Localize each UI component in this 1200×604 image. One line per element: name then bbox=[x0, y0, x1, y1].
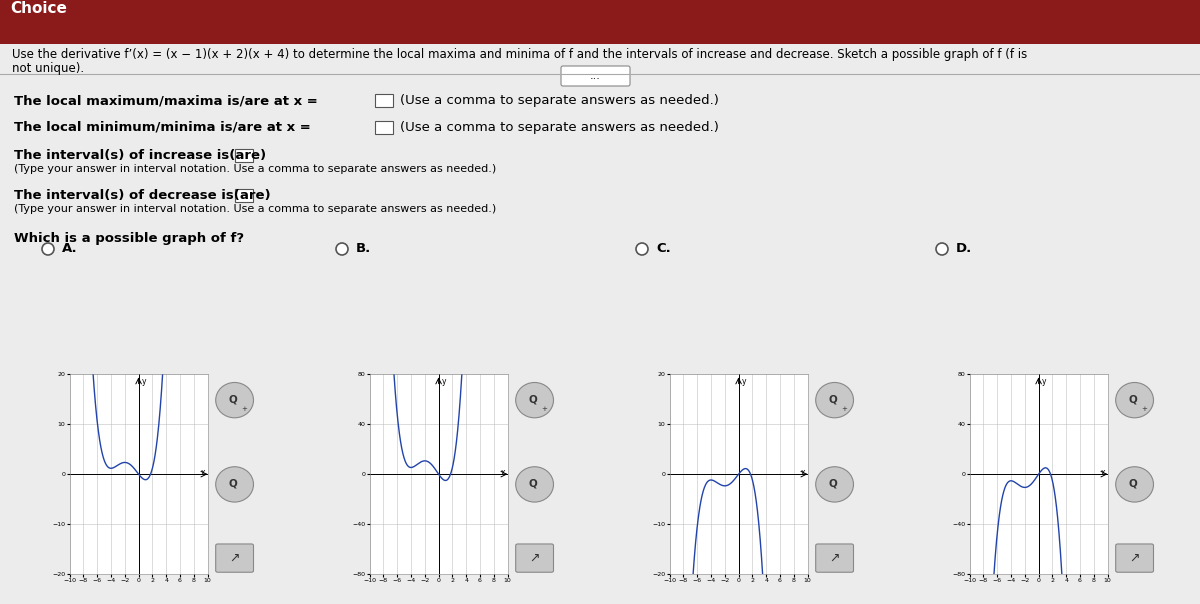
Text: A.: A. bbox=[62, 242, 78, 255]
Text: Q: Q bbox=[1128, 394, 1136, 404]
Text: not unique).: not unique). bbox=[12, 62, 84, 75]
Text: Q: Q bbox=[528, 478, 536, 489]
Text: ↗: ↗ bbox=[229, 551, 240, 565]
Circle shape bbox=[516, 467, 553, 502]
Text: +: + bbox=[541, 406, 547, 412]
FancyBboxPatch shape bbox=[1116, 544, 1153, 572]
Circle shape bbox=[936, 243, 948, 255]
Circle shape bbox=[1116, 382, 1153, 418]
Bar bbox=[235, 149, 253, 162]
Text: ...: ... bbox=[589, 71, 600, 81]
Circle shape bbox=[516, 382, 553, 418]
FancyBboxPatch shape bbox=[562, 66, 630, 86]
Text: y: y bbox=[742, 378, 746, 387]
Text: x: x bbox=[202, 468, 205, 477]
Text: Q: Q bbox=[1128, 478, 1136, 489]
Circle shape bbox=[816, 467, 853, 502]
Circle shape bbox=[636, 243, 648, 255]
Text: Q: Q bbox=[228, 478, 236, 489]
Text: +: + bbox=[241, 406, 247, 412]
Circle shape bbox=[216, 382, 253, 418]
Bar bbox=[374, 94, 394, 107]
Text: Choice: Choice bbox=[10, 1, 67, 16]
Text: Q: Q bbox=[228, 394, 236, 404]
Text: Use the derivative f’(x) = (x − 1)(x + 2)(x + 4) to determine the local maxima a: Use the derivative f’(x) = (x − 1)(x + 2… bbox=[12, 48, 1027, 61]
Text: C.: C. bbox=[656, 242, 671, 255]
Text: y: y bbox=[142, 378, 146, 387]
Text: Which is a possible graph of f?: Which is a possible graph of f? bbox=[14, 232, 244, 245]
Text: (Type your answer in interval notation. Use a comma to separate answers as neede: (Type your answer in interval notation. … bbox=[14, 204, 497, 214]
Text: ↗: ↗ bbox=[1129, 551, 1140, 565]
Text: x: x bbox=[802, 468, 805, 477]
Text: y: y bbox=[442, 378, 446, 387]
Text: x: x bbox=[502, 468, 505, 477]
Text: The local minimum/minima is/are at x =: The local minimum/minima is/are at x = bbox=[14, 121, 311, 134]
FancyBboxPatch shape bbox=[516, 544, 553, 572]
Bar bbox=[0, 0, 1200, 44]
Circle shape bbox=[42, 243, 54, 255]
Text: y: y bbox=[1042, 378, 1046, 387]
Text: (Use a comma to separate answers as needed.): (Use a comma to separate answers as need… bbox=[400, 121, 719, 134]
Text: D.: D. bbox=[956, 242, 972, 255]
Bar bbox=[374, 121, 394, 134]
Bar bbox=[235, 189, 253, 202]
Text: +: + bbox=[1141, 406, 1147, 412]
Text: Q: Q bbox=[828, 478, 836, 489]
Circle shape bbox=[1116, 467, 1153, 502]
FancyBboxPatch shape bbox=[816, 544, 853, 572]
FancyBboxPatch shape bbox=[216, 544, 253, 572]
Text: +: + bbox=[841, 406, 847, 412]
Circle shape bbox=[336, 243, 348, 255]
Text: The local maximum/maxima is/are at x =: The local maximum/maxima is/are at x = bbox=[14, 94, 318, 107]
Text: B.: B. bbox=[356, 242, 371, 255]
Text: The interval(s) of increase is(are): The interval(s) of increase is(are) bbox=[14, 149, 266, 162]
Text: (Type your answer in interval notation. Use a comma to separate answers as neede: (Type your answer in interval notation. … bbox=[14, 164, 497, 174]
Circle shape bbox=[216, 467, 253, 502]
Text: Q: Q bbox=[828, 394, 836, 404]
Text: The interval(s) of decrease is(are): The interval(s) of decrease is(are) bbox=[14, 189, 271, 202]
Text: (Use a comma to separate answers as needed.): (Use a comma to separate answers as need… bbox=[400, 94, 719, 107]
Text: Q: Q bbox=[528, 394, 536, 404]
Text: ↗: ↗ bbox=[529, 551, 540, 565]
Circle shape bbox=[816, 382, 853, 418]
Text: ↗: ↗ bbox=[829, 551, 840, 565]
Text: x: x bbox=[1102, 468, 1105, 477]
